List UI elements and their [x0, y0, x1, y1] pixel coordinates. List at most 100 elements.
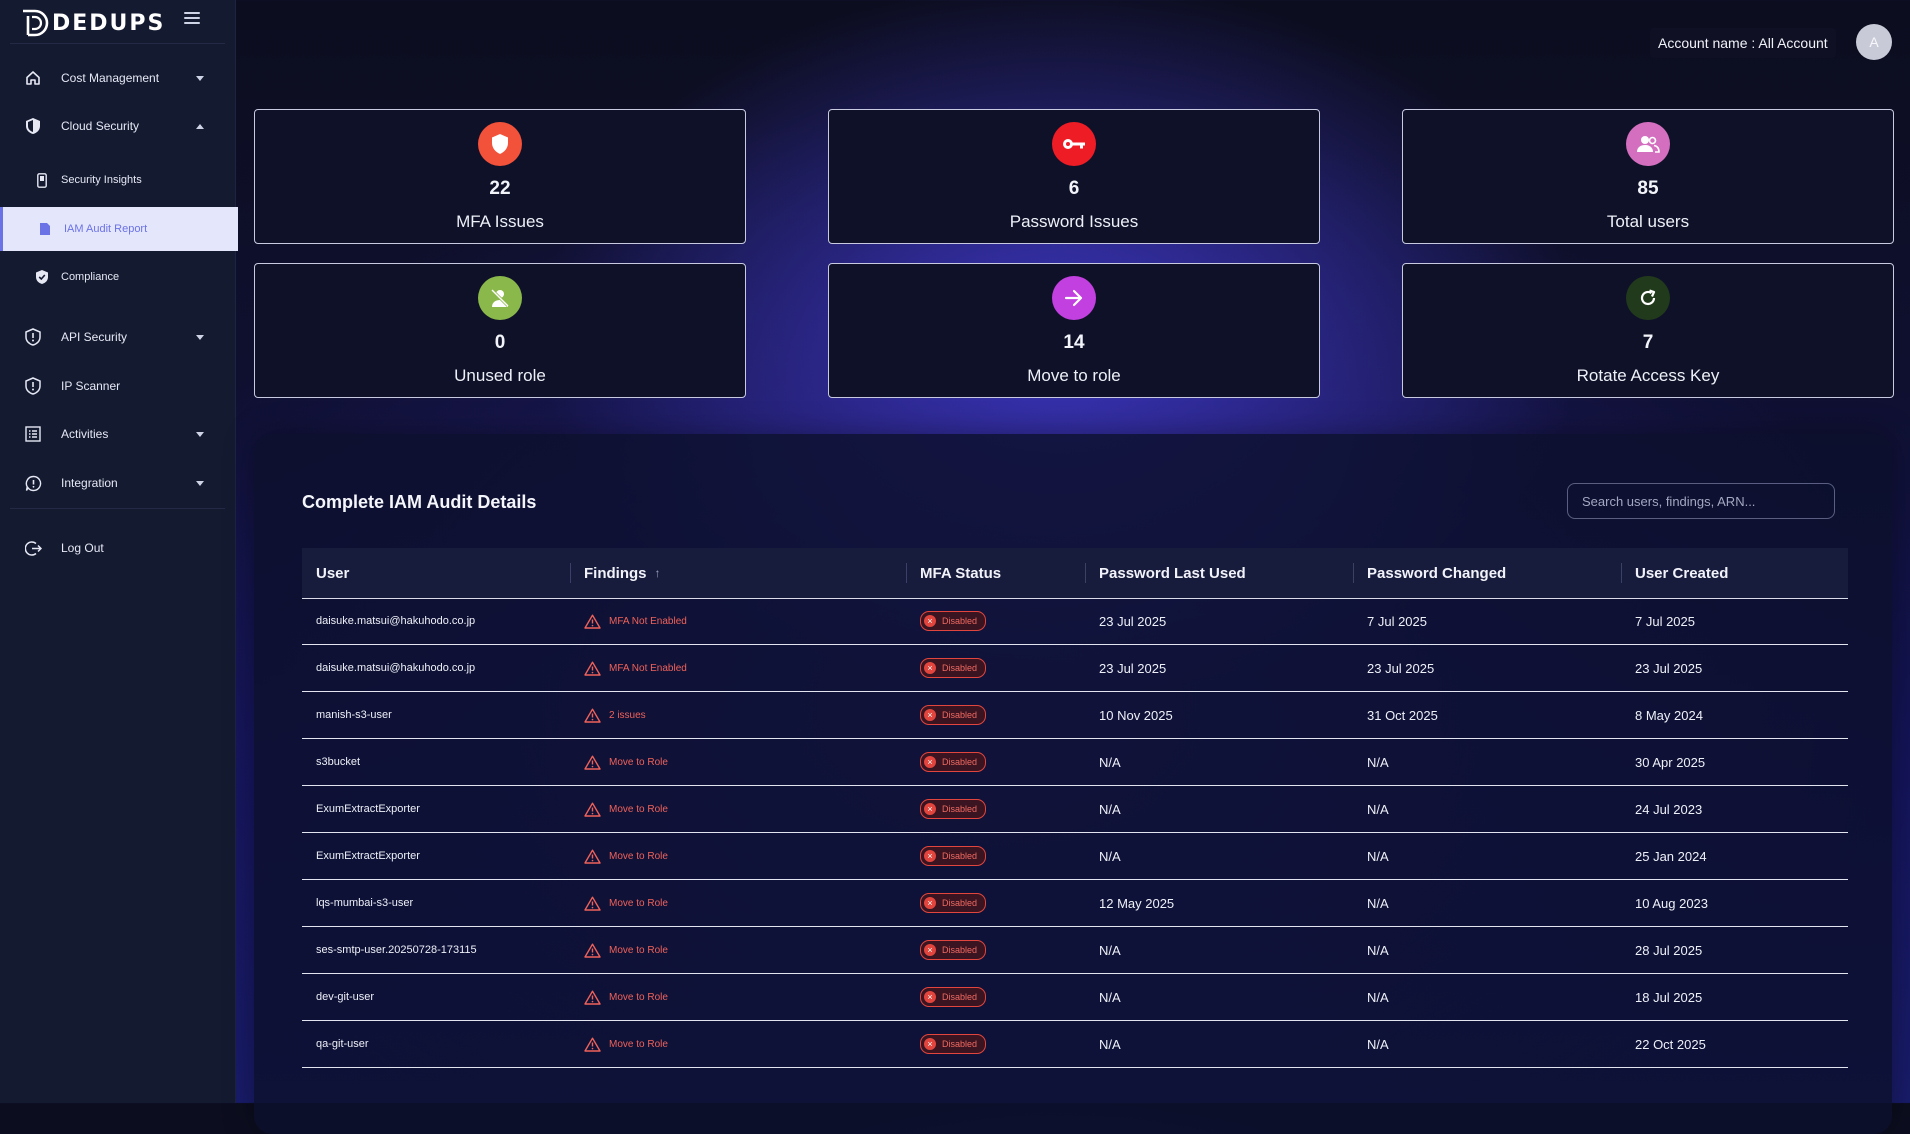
cell-finding[interactable]: MFA Not Enabled [584, 598, 687, 644]
cell-finding[interactable]: Move to Role [584, 974, 668, 1020]
table-row[interactable]: daisuke.matsui@hakuhodo.co.jp MFA Not Ena… [302, 645, 1848, 692]
cell-password-last-used: 12 May 2025 [1099, 895, 1175, 911]
sidebar-item-security-insights[interactable]: Security Insights [0, 158, 235, 202]
mfa-status-badge: × Disabled [920, 893, 987, 913]
stat-card-unused-role[interactable]: 0 Unused role [254, 263, 746, 398]
stat-label: Move to role [1027, 366, 1121, 385]
close-circle-icon: × [924, 756, 936, 768]
table-row[interactable]: ExumExtractExporter Move to Role × Disabled… [302, 833, 1848, 880]
list-icon [24, 425, 42, 443]
logout-button[interactable]: Log Out [0, 526, 235, 570]
sidebar-item-label: Cost Management [61, 71, 160, 85]
phone-icon [35, 172, 49, 188]
search-input[interactable] [1567, 483, 1835, 519]
column-header-user-created[interactable]: User Created [1635, 564, 1729, 582]
logo[interactable]: DEDUPS [20, 6, 165, 40]
cell-user-created: 28 Jul 2025 [1635, 942, 1703, 958]
badge-label: Disabled [942, 851, 978, 861]
cell-user-created: 10 Aug 2023 [1635, 895, 1709, 911]
column-divider[interactable] [1621, 563, 1622, 583]
table-row[interactable]: manish-s3-user 2 issues × Disabled 10 Nov 20… [302, 692, 1848, 739]
sidebar-item-cloud-security[interactable]: Cloud Security [0, 104, 235, 148]
cell-user: qa-git-user [316, 1038, 369, 1050]
table-row[interactable]: dev-git-user Move to Role × Disabled N/A N/A 1… [302, 974, 1848, 1021]
sidebar-item-api-security[interactable]: API Security [0, 315, 235, 359]
column-divider[interactable] [1353, 563, 1354, 583]
table-row[interactable]: ExumExtractExporter Move to Role × Disabled… [302, 786, 1848, 833]
stat-card-move-to-role[interactable]: 14 Move to role [828, 263, 1320, 398]
menu-toggle-icon[interactable] [184, 12, 200, 26]
finding-label: Move to Role [609, 991, 668, 1003]
sort-arrow-icon[interactable]: ↑ [654, 566, 661, 580]
finding-label: Move to Role [609, 803, 668, 815]
cell-password-last-used: N/A [1099, 1036, 1121, 1052]
cell-password-changed: N/A [1367, 895, 1389, 911]
cell-finding[interactable]: MFA Not Enabled [584, 645, 687, 691]
sidebar-item-activities[interactable]: Activities [0, 412, 235, 456]
cell-user-created: 8 May 2024 [1635, 707, 1703, 723]
badge-label: Disabled [942, 804, 978, 814]
stat-label: MFA Issues [456, 212, 544, 231]
column-divider[interactable] [570, 563, 571, 583]
cell-finding[interactable]: Move to Role [584, 739, 668, 785]
cell-mfa-status: × Disabled [920, 786, 987, 832]
cell-user: manish-s3-user [316, 709, 392, 721]
shield-icon [478, 122, 522, 166]
cell-user-created: 23 Jul 2025 [1635, 660, 1703, 676]
finding-label: MFA Not Enabled [609, 662, 687, 674]
column-header-findings[interactable]: Findings ↑ [584, 564, 661, 582]
cell-finding[interactable]: Move to Role [584, 833, 668, 879]
cell-password-last-used: N/A [1099, 942, 1121, 958]
column-header-mfa-status[interactable]: MFA Status [920, 564, 1002, 582]
sidebar-item-integration[interactable]: Integration [0, 461, 235, 505]
warning-icon [584, 990, 609, 1005]
finding-label: Move to Role [609, 850, 668, 862]
avatar[interactable]: A [1856, 24, 1892, 60]
sidebar: DEDUPS Cost Management Cloud Security Se… [0, 0, 238, 1103]
column-header-password-last-used[interactable]: Password Last Used [1099, 564, 1246, 582]
stat-card-total-users[interactable]: 85 Total users [1402, 109, 1894, 244]
cell-user: ExumExtractExporter [316, 850, 420, 862]
cell-password-changed: 31 Oct 2025 [1367, 707, 1438, 723]
cell-finding[interactable]: 2 issues [584, 692, 646, 738]
table-row[interactable]: lqs-mumbai-s3-user Move to Role × Disabled 1… [302, 880, 1848, 927]
sidebar-item-compliance[interactable]: Compliance [0, 255, 235, 299]
column-header-password-changed[interactable]: Password Changed [1367, 564, 1507, 582]
close-circle-icon: × [924, 615, 936, 627]
close-circle-icon: × [924, 944, 936, 956]
column-divider[interactable] [1085, 563, 1086, 583]
cell-password-last-used: 10 Nov 2025 [1099, 707, 1173, 723]
table-row[interactable]: ses-smtp-user.20250728-173115 Move to Rol… [302, 927, 1848, 974]
column-divider[interactable] [906, 563, 907, 583]
cell-user: ses-smtp-user.20250728-173115 [316, 944, 477, 956]
warning-icon [584, 849, 609, 864]
cell-finding[interactable]: Move to Role [584, 927, 668, 973]
column-header-user[interactable]: User [316, 564, 350, 582]
table-header: User Findings ↑ MFA Status Password Last… [302, 548, 1848, 599]
users-icon [1626, 122, 1670, 166]
table-row[interactable]: daisuke.matsui@hakuhodo.co.jp MFA Not Ena… [302, 598, 1848, 645]
stat-card-rotate-access-key[interactable]: 7 Rotate Access Key [1402, 263, 1894, 398]
cell-password-last-used: 23 Jul 2025 [1099, 613, 1167, 629]
cell-finding[interactable]: Move to Role [584, 880, 668, 926]
sidebar-item-cost-management[interactable]: Cost Management [0, 56, 235, 100]
chevron-down-icon [196, 75, 204, 81]
warning-icon [584, 614, 609, 629]
refresh-icon [1626, 276, 1670, 320]
cell-password-changed: N/A [1367, 1036, 1389, 1052]
finding-label: Move to Role [609, 1038, 668, 1050]
stat-label: Unused role [454, 366, 546, 385]
cell-finding[interactable]: Move to Role [584, 1021, 668, 1067]
table-row[interactable]: qa-git-user Move to Role × Disabled N/A N/A 22… [302, 1021, 1848, 1068]
cell-finding[interactable]: Move to Role [584, 786, 668, 832]
stat-card-mfa-issues[interactable]: 22 MFA Issues [254, 109, 746, 244]
table-row[interactable]: s3bucket Move to Role × Disabled N/A N/A 30 Ap… [302, 739, 1848, 786]
stat-card-password-issues[interactable]: 6 Password Issues [828, 109, 1320, 244]
sidebar-item-ip-scanner[interactable]: IP Scanner [0, 364, 235, 408]
sidebar-item-iam-audit-report[interactable]: IAM Audit Report [0, 207, 238, 251]
mfa-status-badge: × Disabled [920, 940, 987, 960]
mfa-status-badge: × Disabled [920, 658, 987, 678]
badge-label: Disabled [942, 898, 978, 908]
cell-user: lqs-mumbai-s3-user [316, 897, 414, 909]
cell-mfa-status: × Disabled [920, 974, 987, 1020]
